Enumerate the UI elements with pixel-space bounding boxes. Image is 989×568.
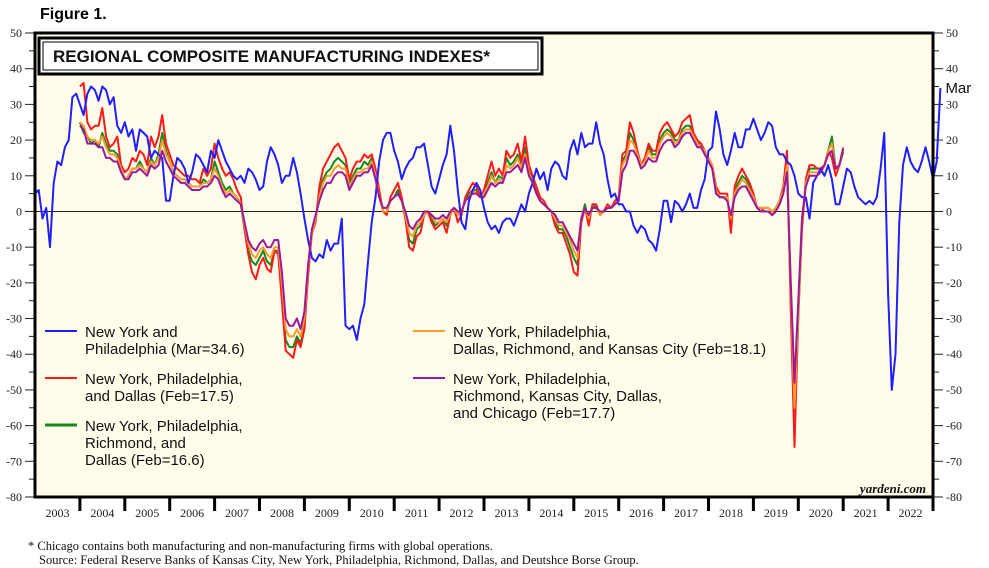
y-tick-label-left: 10 bbox=[10, 169, 22, 183]
y-tick-label-right: -70 bbox=[946, 454, 962, 468]
x-tick-label: 2021 bbox=[854, 506, 878, 520]
end-annotation-label: Mar bbox=[945, 80, 971, 97]
legend-label: New York, Philadelphia, bbox=[85, 371, 243, 388]
x-tick-label: 2006 bbox=[180, 506, 204, 520]
legend-label: New York, Philadelphia, bbox=[85, 418, 243, 435]
title-box-inner bbox=[42, 41, 539, 71]
x-axis: 2003 2004 2005 2006 2007 2008 2009 2010 2011 2012… bbox=[45, 497, 935, 520]
x-tick-label: 2009 bbox=[315, 506, 339, 520]
y-tick-label-left: -50 bbox=[6, 383, 22, 397]
y-axis-left: 50 40 30 20 10 0 -10 -20 -30 -40 -50 -60 -70 -80 bbox=[6, 26, 35, 504]
figure-label: Figure 1. bbox=[40, 6, 107, 23]
legend-label: Richmond, and bbox=[85, 435, 186, 452]
y-tick-label-right: -50 bbox=[946, 383, 962, 397]
legend-label: Richmond, Kansas City, Dallas, bbox=[453, 388, 662, 405]
legend-item-ny_phil_rich_dal: New York, Philadelphia,Richmond, andDall… bbox=[45, 418, 243, 469]
brand-watermark: yardeni.com bbox=[858, 481, 926, 496]
x-tick-label: 2016 bbox=[629, 506, 653, 520]
y-tick-label-right: 50 bbox=[946, 26, 958, 40]
legend-label: and Dallas (Feb=17.5) bbox=[85, 388, 234, 405]
y-tick-label-right: -60 bbox=[946, 419, 962, 433]
y-tick-label-right: 30 bbox=[946, 97, 958, 111]
legend-label: Philadelphia (Mar=34.6) bbox=[85, 341, 245, 358]
y-tick-label-right: 10 bbox=[946, 169, 958, 183]
y-tick-label-left: 40 bbox=[10, 62, 22, 76]
legend-item-ny_phil_dal: New York, Philadelphia, and Dallas (Feb=… bbox=[45, 371, 243, 405]
series-line-ny_phil bbox=[34, 85, 942, 391]
plot-background bbox=[35, 33, 933, 497]
y-tick-label-right: 0 bbox=[946, 204, 952, 218]
y-tick-label-left: 50 bbox=[10, 26, 22, 40]
y-tick-label-right: 20 bbox=[946, 133, 958, 147]
y-tick-label-right: -80 bbox=[946, 490, 962, 504]
legend-label: New York and bbox=[85, 324, 178, 341]
y-axis-right: 50 40 30 20 10 0 -10 -20 -30 -40 -50 -60 -70 -80 bbox=[933, 26, 962, 504]
x-tick-label: 2020 bbox=[809, 506, 833, 520]
x-tick-label: 2017 bbox=[674, 506, 698, 520]
y-tick-label-left: 0 bbox=[16, 204, 22, 218]
legend-label: New York, Philadelphia, bbox=[453, 324, 611, 341]
x-tick-label: 2015 bbox=[584, 506, 608, 520]
y-tick-label-left: -80 bbox=[6, 490, 22, 504]
x-tick-label: 2022 bbox=[899, 506, 923, 520]
plot-frame bbox=[33, 31, 935, 499]
x-tick-label: 2010 bbox=[360, 506, 384, 520]
x-tick-label: 2003 bbox=[45, 506, 69, 520]
y-tick-label-right: -10 bbox=[946, 240, 962, 254]
y-tick-label-left: -70 bbox=[6, 454, 22, 468]
legend-label: Dallas (Feb=16.6) bbox=[85, 452, 205, 469]
y-tick-label-right: -40 bbox=[946, 347, 962, 361]
x-tick-label: 2004 bbox=[90, 506, 114, 520]
legend-label: and Chicago (Feb=17.7) bbox=[453, 405, 615, 422]
legend-item-ny_phil_dal_rich_kc: New York, Philadelphia,Dallas, Richmond,… bbox=[413, 324, 766, 358]
title-box-outer bbox=[37, 36, 544, 76]
series-group bbox=[34, 82, 942, 448]
x-tick-label: 2011 bbox=[405, 506, 429, 520]
x-tick-label: 2014 bbox=[539, 506, 563, 520]
y-tick-label-left: 20 bbox=[10, 133, 22, 147]
series-line-ny_phil_rich_kc_dal_chi bbox=[79, 125, 845, 384]
x-tick-label: 2008 bbox=[270, 506, 294, 520]
footnote-note: * Chicago contains both manufacturing an… bbox=[28, 539, 493, 553]
x-tick-label: 2019 bbox=[764, 506, 788, 520]
y-tick-label-right: 40 bbox=[946, 62, 958, 76]
legend-label: New York, Philadelphia, bbox=[453, 371, 611, 388]
y-tick-label-left: 30 bbox=[10, 97, 22, 111]
y-tick-label-left: -10 bbox=[6, 240, 22, 254]
y-tick-label-left: -40 bbox=[6, 347, 22, 361]
legend-label: Dallas, Richmond, and Kansas City (Feb=1… bbox=[453, 341, 766, 358]
y-tick-label-right: -30 bbox=[946, 312, 962, 326]
chart-title: REGIONAL COMPOSITE MANUFACTURING INDEXES… bbox=[53, 47, 490, 66]
y-tick-label-left: -60 bbox=[6, 419, 22, 433]
legend-item-ny_phil_rich_kc_dal_chi: New York, Philadelphia,Richmond, Kansas … bbox=[413, 371, 662, 422]
footnote-source: Source: Federal Reserve Banks of Kansas … bbox=[39, 553, 639, 567]
y-tick-label-right: -20 bbox=[946, 276, 962, 290]
chart-title-box: REGIONAL COMPOSITE MANUFACTURING INDEXES… bbox=[37, 36, 544, 76]
x-tick-label: 2005 bbox=[135, 506, 159, 520]
y-tick-label-left: -30 bbox=[6, 312, 22, 326]
x-tick-label: 2013 bbox=[494, 506, 518, 520]
x-tick-label: 2007 bbox=[225, 506, 249, 520]
y-tick-label-left: -20 bbox=[6, 276, 22, 290]
x-tick-label: 2012 bbox=[450, 506, 474, 520]
x-tick-label: 2018 bbox=[719, 506, 743, 520]
